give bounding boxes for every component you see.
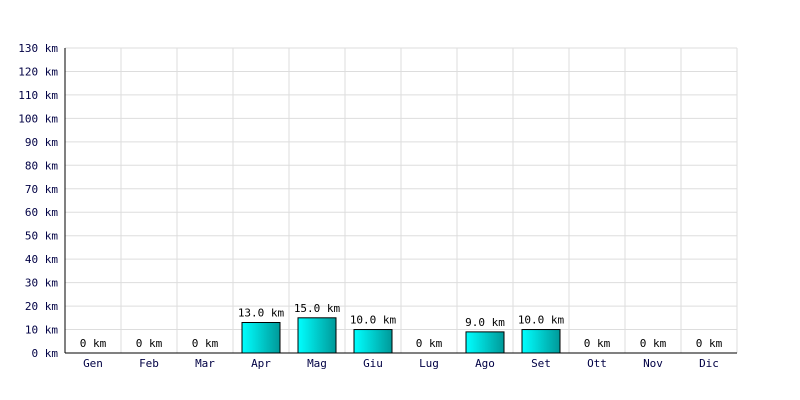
x-tick-label: Apr <box>251 357 271 370</box>
value-label: 15.0 km <box>294 302 341 315</box>
value-label: 10.0 km <box>518 314 565 327</box>
bars <box>241 317 561 354</box>
x-tick-label: Mag <box>307 357 327 370</box>
value-label: 10.0 km <box>350 314 397 327</box>
bar-apr <box>241 322 281 354</box>
x-tick-label: Gen <box>83 357 103 370</box>
value-label: 0 km <box>696 337 723 350</box>
value-label: 0 km <box>640 337 667 350</box>
y-tick-label: 50 km <box>25 230 58 243</box>
y-tick-label: 40 km <box>25 253 58 266</box>
x-tick-label: Set <box>531 357 551 370</box>
value-label: 9.0 km <box>465 316 505 329</box>
bar-ago <box>465 331 505 354</box>
y-tick-label: 130 km <box>18 42 58 55</box>
y-tick-label: 20 km <box>25 300 58 313</box>
x-tick-label: Lug <box>419 357 439 370</box>
value-label: 13.0 km <box>238 307 285 320</box>
y-tick-label: 90 km <box>25 136 58 149</box>
x-tick-label: Giu <box>363 357 383 370</box>
x-tick-label: Ott <box>587 357 607 370</box>
labels: 0 km 10 km 20 km 30 km 40 km 50 km 60 km 70 km 8… <box>18 42 722 370</box>
grid <box>65 47 738 353</box>
value-label: 0 km <box>80 337 107 350</box>
x-tick-label: Nov <box>643 357 663 370</box>
x-tick-label: Dic <box>699 357 719 370</box>
bar-giu <box>353 329 393 354</box>
value-label: 0 km <box>584 337 611 350</box>
x-tick-label: Mar <box>195 357 215 370</box>
y-tick-label: 70 km <box>25 183 58 196</box>
x-tick-label: Ago <box>475 357 495 370</box>
axes <box>64 48 737 354</box>
value-label: 0 km <box>192 337 219 350</box>
bar-mag <box>297 317 337 354</box>
value-label: 0 km <box>416 337 443 350</box>
y-tick-label: 30 km <box>25 277 58 290</box>
y-tick-label: 120 km <box>18 65 58 78</box>
y-tick-label: 100 km <box>18 112 58 125</box>
x-tick-label: Feb <box>139 357 159 370</box>
y-tick-label: 0 km <box>32 347 59 360</box>
y-tick-label: 110 km <box>18 89 58 102</box>
value-label: 0 km <box>136 337 163 350</box>
bar-set <box>521 329 561 354</box>
y-tick-label: 80 km <box>25 159 58 172</box>
y-tick-label: 10 km <box>25 324 58 337</box>
y-tick-label: 60 km <box>25 206 58 219</box>
